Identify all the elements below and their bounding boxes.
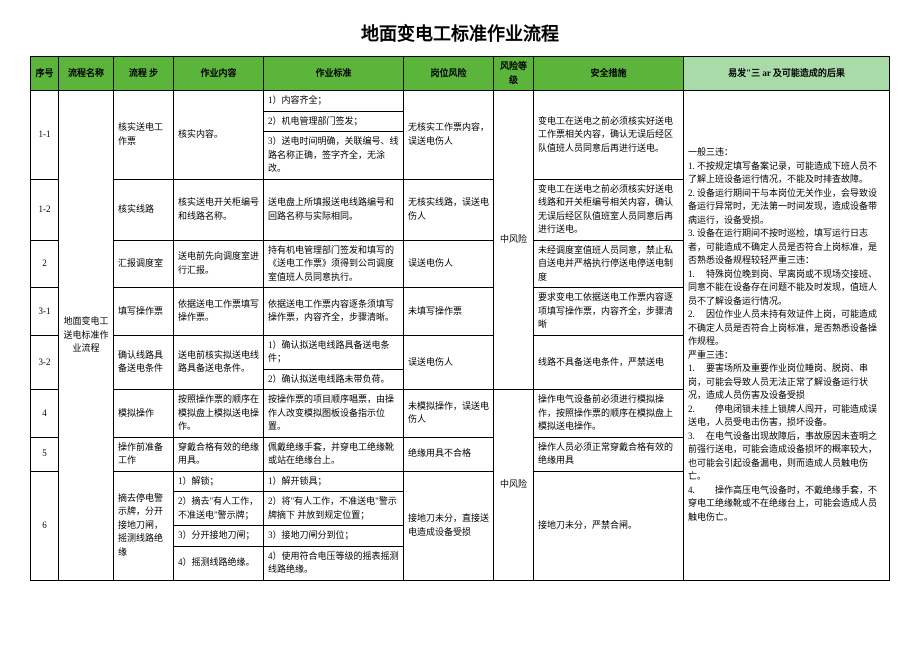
cell-std: 按操作票的项目顺序唱票，由操作人改变模拟图板设备指示位置。: [264, 390, 404, 438]
cell-step: 填写操作票: [114, 288, 174, 336]
cell-content: 3）分开接地刀闸；: [174, 526, 264, 547]
cell-content: 按照操作票的顺序在模拟盘上模拟送电操作。: [174, 390, 264, 438]
cell-risk: 未模拟操作，误送电伤人: [404, 390, 494, 438]
cell-step: 核实线路: [114, 179, 174, 240]
cell-seq: 3-2: [31, 335, 59, 390]
cell-content: 送电前核实拟送电线路具备送电条件。: [174, 335, 264, 390]
cell-seq: 5: [31, 437, 59, 471]
cell-content: 核实内容。: [174, 91, 264, 180]
page-title: 地面变电工标准作业流程: [30, 20, 890, 46]
cell-risk: 未填写操作票: [404, 288, 494, 336]
cell-step: 摘去停电警示牌，分开接地刀闸，摇测线路绝缘: [114, 471, 174, 580]
th-content: 作业内容: [174, 57, 264, 91]
th-result: 易发"三 ar 及可能造成的后果: [684, 57, 890, 91]
cell-std: 4）使用符合电压等级的摇表摇测线路绝缘。: [264, 546, 404, 580]
cell-measure: 线路不具备送电条件，严禁送电: [534, 335, 684, 390]
cell-result: 一般三违： 1. 不按规定填写备案记录，可能造成下班人员不了解上班设备运行情况，…: [684, 91, 890, 581]
th-risk: 岗位风险: [404, 57, 494, 91]
cell-risk: 误送电伤人: [404, 240, 494, 288]
cell-risk: 误送电伤人: [404, 335, 494, 390]
cell-measure: 操作人员必须正常穿戴合格有效的绝缘用具: [534, 437, 684, 471]
cell-level: 中风险: [494, 91, 534, 390]
cell-content: 依据送电工作票填写操作票。: [174, 288, 264, 336]
cell-seq: 3-1: [31, 288, 59, 336]
cell-name: 地面变电工送电标准作业流程: [59, 91, 114, 581]
cell-std: 2）机电管理部门签发；: [264, 111, 404, 132]
cell-std: 3）送电时间明确，关联编号、线路名称正确，签字齐全，无涂改。: [264, 132, 404, 180]
cell-step: 确认线路具备送电条件: [114, 335, 174, 390]
th-name: 流程名称: [59, 57, 114, 91]
cell-seq: 2: [31, 240, 59, 288]
cell-step: 模拟操作: [114, 390, 174, 438]
cell-std: 2）将"有人工作，不准送电"警示牌摘下 并放到规定位置；: [264, 492, 404, 526]
cell-std: 2）确认拟送电线路未带负荷。: [264, 369, 404, 390]
cell-content: 穿戴合格有效的绝缘用具。: [174, 437, 264, 471]
cell-measure: 变电工在送电之前必须核实好送电线路和开关柜编号相关内容，确认无误后经区队值班室人…: [534, 179, 684, 240]
cell-std: 1）确认拟送电线路具备送电条件；: [264, 335, 404, 369]
cell-std: 1）内容齐全；: [264, 91, 404, 112]
cell-measure: 要求变电工依据送电工作票内容逐项填写操作票，内容齐全，步骤清晰: [534, 288, 684, 336]
cell-seq: 4: [31, 390, 59, 438]
cell-risk: 无核实线路，误送电伤人: [404, 179, 494, 240]
cell-std: 依据送电工作票内容逐条须填写操作票，内容齐全，步骤清晰。: [264, 288, 404, 336]
cell-std: 3）接地刀闸分到位；: [264, 526, 404, 547]
cell-std: 佩戴绝缘手套，并穿电工绝缘靴或站在绝缘台上。: [264, 437, 404, 471]
cell-measure: 接地刀未分，严禁合闸。: [534, 471, 684, 580]
cell-step: 核实送电工作票: [114, 91, 174, 180]
th-level: 风险等级: [494, 57, 534, 91]
cell-level: 中风险: [494, 390, 534, 581]
process-table: 序号 流程名称 流程 步 作业内容 作业标准 岗位风险 风险等级 安全措施 易发…: [30, 56, 890, 581]
cell-content: 核实送电开关柜编号和线路名称。: [174, 179, 264, 240]
cell-measure: 未经调度室值班人员同意，禁止私自送电并严格执行停送电停送电制度: [534, 240, 684, 288]
cell-content: 2）摘去"有人工作，不准送电"警示牌；: [174, 492, 264, 526]
cell-measure: 操作电气设备前必须进行模拟操作，按照操作票的顺序在模拟盘上模拟送电操作。: [534, 390, 684, 438]
th-seq: 序号: [31, 57, 59, 91]
cell-risk: 绝缘用具不合格: [404, 437, 494, 471]
cell-risk: 接地刀未分，直接送电造成设备受损: [404, 471, 494, 580]
th-standard: 作业标准: [264, 57, 404, 91]
cell-content: 4）摇测线路绝缘。: [174, 546, 264, 580]
cell-step: 操作前准备工作: [114, 437, 174, 471]
cell-seq: 1-2: [31, 179, 59, 240]
cell-std: 持有机电管理部门签发和填写的《送电工作票》须得到公司调度室值班人员同意执行。: [264, 240, 404, 288]
cell-std: 送电盘上所填报送电线路编号和回路名称与实际相同。: [264, 179, 404, 240]
cell-step: 汇报调度室: [114, 240, 174, 288]
cell-seq: 1-1: [31, 91, 59, 180]
cell-seq: 6: [31, 471, 59, 580]
cell-content: 送电前先向调度室进行汇报。: [174, 240, 264, 288]
cell-content: 1）解锁；: [174, 471, 264, 492]
cell-measure: 变电工在送电之前必须核实好送电工作票相关内容，确认无误后经区队值班人员同意后再进…: [534, 91, 684, 180]
th-step: 流程 步: [114, 57, 174, 91]
cell-risk: 无核实工作票内容，误送电伤人: [404, 91, 494, 180]
th-measure: 安全措施: [534, 57, 684, 91]
cell-std: 1）解开锁具；: [264, 471, 404, 492]
